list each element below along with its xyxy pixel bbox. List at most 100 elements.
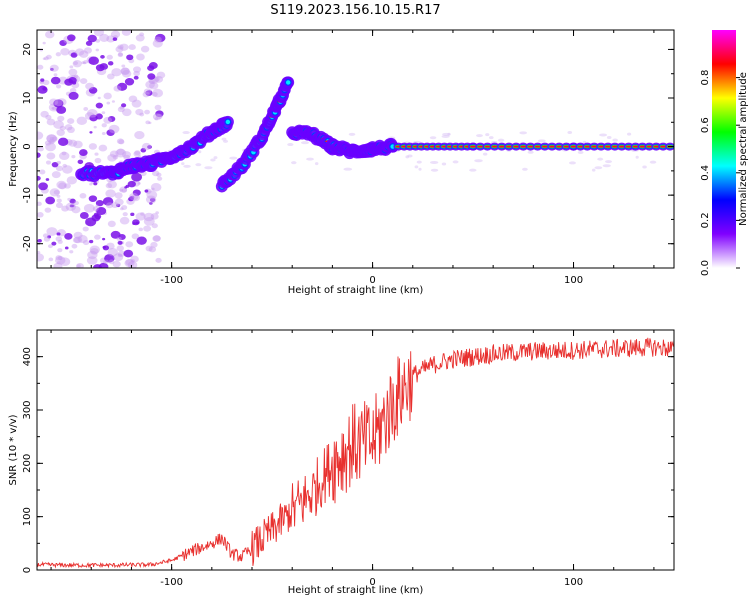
noise-blob bbox=[130, 212, 135, 217]
noise-blob bbox=[213, 156, 218, 160]
noise-blob bbox=[152, 235, 161, 242]
noise-blob bbox=[119, 43, 129, 51]
noise-blob bbox=[57, 115, 65, 122]
noise-blob bbox=[198, 150, 202, 154]
noise-blob bbox=[116, 148, 125, 156]
noise-blob bbox=[537, 139, 546, 143]
noise-blob bbox=[75, 48, 85, 56]
noise-blob bbox=[152, 88, 164, 98]
noise-blob bbox=[83, 107, 89, 111]
noise-blob bbox=[64, 246, 69, 250]
noise-blob bbox=[150, 241, 158, 248]
ridge-core bbox=[477, 145, 484, 148]
noise-blob bbox=[56, 194, 61, 198]
noise-blob bbox=[106, 54, 113, 60]
noise-blob bbox=[594, 166, 603, 170]
top-x-ticks: -100 0 100 bbox=[50, 30, 655, 286]
noise-blob bbox=[124, 259, 135, 268]
noise-blob bbox=[69, 198, 76, 204]
noise-blob bbox=[105, 202, 114, 209]
noise-blob bbox=[79, 50, 89, 58]
noise-blob bbox=[43, 236, 51, 242]
noise-blob bbox=[103, 116, 113, 124]
noise-blob bbox=[58, 182, 67, 190]
noise-blob bbox=[145, 80, 155, 89]
noise-blob bbox=[131, 172, 143, 182]
ridge-core bbox=[505, 145, 512, 148]
noise-blob bbox=[53, 262, 63, 268]
noise-blob bbox=[139, 112, 145, 117]
noise-blob bbox=[149, 82, 159, 90]
noise-blob bbox=[55, 236, 63, 242]
noise-blob bbox=[88, 87, 98, 94]
noise-blob bbox=[45, 30, 55, 39]
noise-blob bbox=[474, 159, 483, 163]
noise-blob bbox=[151, 91, 158, 97]
noise-blob bbox=[46, 134, 57, 143]
noise-blob bbox=[418, 167, 422, 171]
noise-blob bbox=[148, 246, 157, 253]
noise-blob bbox=[119, 188, 124, 192]
noise-blob bbox=[102, 197, 114, 206]
noise-blob bbox=[45, 114, 52, 120]
ridge-inner bbox=[285, 80, 291, 85]
noise-blob bbox=[54, 99, 63, 107]
noise-blob bbox=[155, 110, 164, 118]
noise-blob bbox=[117, 52, 124, 58]
noise-blob bbox=[42, 86, 47, 91]
noise-blob bbox=[121, 103, 127, 108]
noise-blob bbox=[93, 264, 102, 268]
noise-blob bbox=[115, 148, 127, 158]
noise-blob bbox=[42, 233, 49, 238]
noise-blob bbox=[73, 61, 79, 66]
noise-blob bbox=[106, 101, 111, 105]
colorbar-tick-label: 0.6 bbox=[700, 117, 711, 133]
noise-blob bbox=[53, 99, 64, 108]
noise-blob bbox=[48, 139, 55, 145]
noise-blob bbox=[95, 64, 105, 72]
noise-blob bbox=[605, 160, 612, 164]
top-y-axis-label: Frequency (Hz) bbox=[8, 111, 19, 187]
noise-blob bbox=[183, 164, 191, 168]
ridge-core bbox=[604, 145, 611, 148]
noise-blob bbox=[108, 259, 115, 265]
colorbar-tick-label: 0.8 bbox=[700, 70, 711, 86]
noise-blob bbox=[53, 73, 58, 77]
noise-blob bbox=[154, 117, 159, 121]
noise-blob bbox=[37, 201, 42, 207]
noise-blob bbox=[93, 182, 98, 186]
noise-blob bbox=[37, 238, 42, 243]
noise-blob bbox=[73, 236, 83, 244]
noise-blob bbox=[488, 136, 494, 140]
ridge-core bbox=[646, 145, 653, 148]
ridge-core bbox=[611, 145, 618, 148]
ridge-core bbox=[498, 145, 505, 148]
x-tick-label: -100 bbox=[160, 275, 183, 286]
noise-blob bbox=[82, 240, 90, 246]
noise-blob bbox=[114, 198, 124, 206]
noise-blob bbox=[70, 52, 78, 58]
noise-blob bbox=[121, 64, 126, 68]
noise-blob bbox=[153, 76, 160, 82]
noise-blob bbox=[86, 256, 98, 265]
noise-blob bbox=[129, 192, 139, 201]
noise-blob bbox=[54, 256, 66, 265]
noise-blob bbox=[93, 125, 97, 129]
noise-blob bbox=[88, 143, 98, 150]
noise-blob bbox=[117, 82, 128, 91]
noise-blob bbox=[88, 195, 98, 203]
noise-blob bbox=[46, 227, 58, 236]
noise-blob bbox=[482, 152, 488, 156]
noise-blob bbox=[447, 132, 451, 136]
ridge-core bbox=[491, 145, 498, 148]
noise-blob bbox=[55, 202, 63, 209]
noise-blob bbox=[67, 197, 72, 201]
noise-blob bbox=[577, 150, 584, 154]
ridge-core bbox=[470, 145, 477, 148]
noise-blob bbox=[152, 113, 162, 121]
noise-blob bbox=[108, 124, 120, 134]
noise-blob bbox=[416, 160, 422, 164]
noise-blob bbox=[144, 189, 149, 193]
noise-blob bbox=[144, 109, 150, 115]
